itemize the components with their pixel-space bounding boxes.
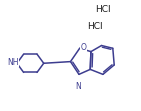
Text: N: N xyxy=(75,82,81,91)
Text: HCl: HCl xyxy=(87,22,102,31)
Text: NH: NH xyxy=(7,58,18,67)
Text: O: O xyxy=(81,43,87,52)
Text: HCl: HCl xyxy=(95,5,111,15)
